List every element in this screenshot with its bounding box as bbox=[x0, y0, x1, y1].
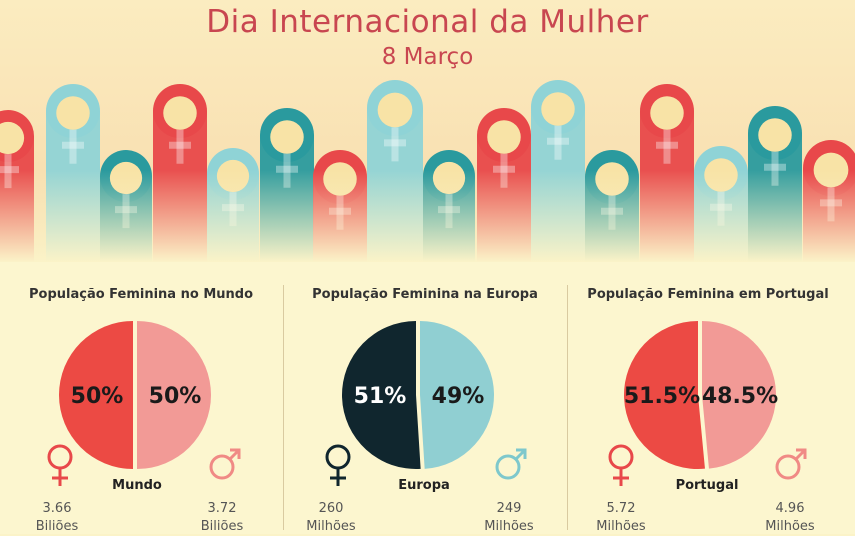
female-unit: Milhões bbox=[596, 519, 646, 534]
female-count: 5.72 Milhões bbox=[586, 500, 656, 536]
panel-title: População Feminina no Mundo bbox=[28, 287, 253, 302]
region-label: Portugal bbox=[675, 478, 739, 493]
region-label: Europa bbox=[398, 478, 450, 493]
female-value: 260 bbox=[318, 501, 344, 516]
male-count: 3.72 Biliões bbox=[187, 500, 257, 536]
panel-title: População Feminina em Portugal bbox=[587, 287, 829, 302]
stats-area bbox=[0, 262, 855, 534]
female-count: 3.66 Biliões bbox=[22, 500, 92, 536]
male-value: 3.72 bbox=[207, 501, 237, 516]
page-title: Dia Internacional da Mulher bbox=[206, 4, 649, 40]
male-value: 249 bbox=[496, 501, 522, 516]
male-count: 249 Milhões bbox=[474, 500, 544, 536]
female-unit: Biliões bbox=[35, 519, 79, 534]
female-value: 3.66 bbox=[42, 501, 72, 516]
divider bbox=[567, 285, 568, 530]
panel-title: População Feminina na Europa bbox=[312, 287, 538, 302]
female-unit: Milhões bbox=[306, 519, 356, 534]
male-unit: Milhões bbox=[484, 519, 534, 534]
divider bbox=[283, 285, 284, 530]
male-unit: Biliões bbox=[200, 519, 244, 534]
male-value: 4.96 bbox=[775, 501, 805, 516]
header-banner: Dia Internacional da Mulher 8 Março bbox=[0, 0, 855, 262]
male-unit: Milhões bbox=[765, 519, 815, 534]
region-label: Mundo bbox=[112, 478, 162, 493]
female-count: 260 Milhões bbox=[296, 500, 366, 536]
female-symbol-columns bbox=[0, 80, 855, 262]
male-count: 4.96 Milhões bbox=[755, 500, 825, 536]
female-value: 5.72 bbox=[606, 501, 636, 516]
page-subtitle: 8 Março bbox=[381, 44, 474, 70]
